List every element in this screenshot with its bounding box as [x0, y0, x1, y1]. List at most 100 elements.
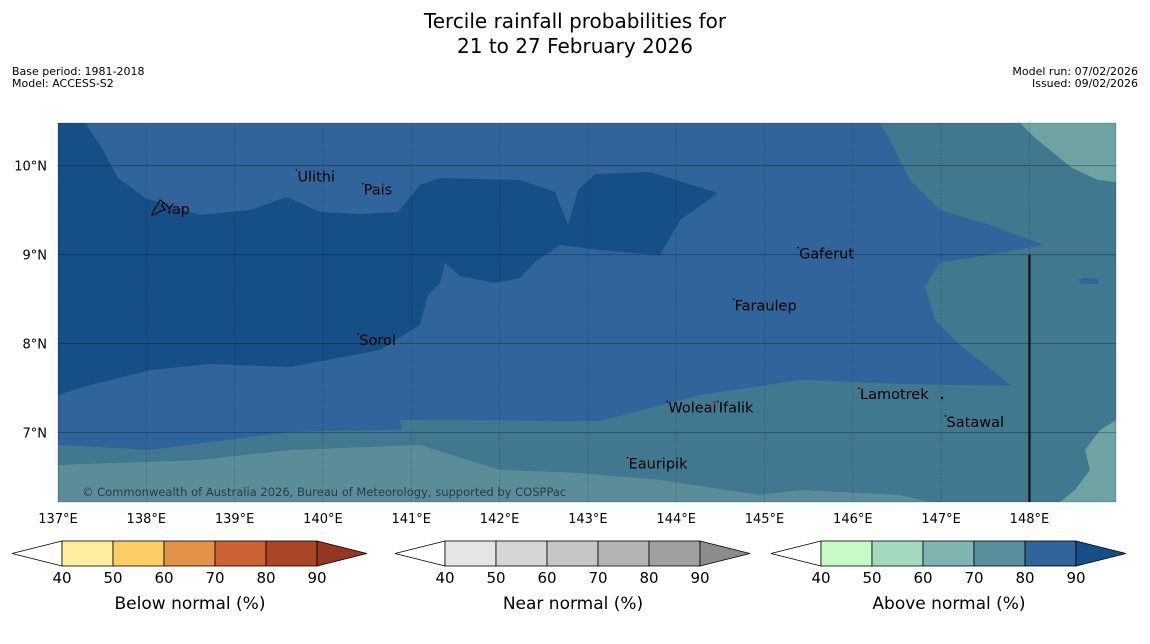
colorbar-tick: 60 — [537, 569, 556, 587]
colorbar-tick: 70 — [964, 569, 983, 587]
shade-50-60-se — [1060, 420, 1116, 502]
place-eauripik: Eauripik — [626, 456, 688, 473]
place-yap: Yap — [163, 202, 190, 218]
colorbar-segment — [163, 540, 216, 567]
place-ulithi: Ulithi — [295, 169, 335, 185]
place-marker — [626, 456, 629, 459]
islet-marker — [940, 396, 944, 400]
colorbar-over-triangle — [316, 540, 368, 567]
place-marker — [295, 169, 298, 172]
colorbar-over-triangle — [1075, 540, 1127, 567]
lon-label-140: 140°E — [303, 512, 343, 527]
place-name: Ifalik — [719, 401, 754, 417]
map-title: Tercile rainfall probabilities for 21 to… — [0, 9, 1150, 59]
lon-label-143: 143°E — [568, 512, 608, 527]
place-name: Pais — [364, 183, 393, 199]
info-left: Base period: 1981-2018 Model: ACCESS-S2 — [12, 66, 144, 90]
colorbar-tick: 40 — [52, 569, 71, 587]
place-name: Satawal — [947, 415, 1004, 431]
place-lamotrek: Lamotrek — [858, 387, 929, 403]
colorbar-tick: 90 — [1066, 569, 1085, 587]
place-marker — [797, 246, 799, 249]
place-name: Eauripik — [629, 457, 688, 473]
place-name: Faraulep — [735, 298, 797, 314]
lon-label-137: 137°E — [38, 512, 78, 527]
colorbar-over-triangle — [699, 540, 751, 567]
lat-label-8: 8°N — [23, 338, 48, 353]
place-ifalik: Ifalik — [716, 400, 754, 417]
colorbar-segment — [597, 540, 650, 567]
lat-label-7: 7°N — [23, 427, 48, 442]
lon-label-144: 144°E — [656, 512, 696, 527]
near-normal-label: Near normal (%) — [502, 594, 644, 614]
probability-shading — [58, 123, 1116, 502]
colorbar-under-triangle — [394, 540, 446, 567]
lon-label-145: 145°E — [745, 512, 785, 527]
longitude-labels: 137°E 138°E 139°E 140°E 141°E 142°E 143°E 144°E… — [38, 512, 1049, 527]
place-name: Lamotrek — [860, 387, 929, 403]
below-normal-label: Below normal (%) — [114, 594, 266, 614]
colorbar-tick: 40 — [435, 569, 454, 587]
place-marker — [361, 182, 364, 185]
place-name: Gaferut — [799, 247, 854, 263]
map-frame — [57, 122, 1117, 503]
colorbar-segment — [871, 540, 924, 567]
colorbar-segment — [61, 540, 114, 567]
above-normal-label: Above normal (%) — [872, 594, 1026, 614]
place-marker — [858, 387, 860, 390]
colorbar-1: 40 50 60 70 80 90 — [394, 540, 751, 587]
shade-80-90 — [58, 123, 718, 395]
yap-island-outline — [150, 199, 167, 216]
place-faraulep: Faraulep — [732, 298, 797, 314]
place-marker — [944, 414, 947, 417]
place-woleai: Woleai — [666, 401, 717, 417]
place-gaferut: Gaferut — [797, 247, 854, 263]
place-marker — [716, 400, 719, 403]
lat-label-10: 10°N — [14, 160, 47, 175]
lon-label-146: 146°E — [833, 512, 873, 527]
colorbar-tick: 60 — [154, 569, 173, 587]
colorbar-2: 40 50 60 70 80 90 — [770, 540, 1127, 587]
place-marker — [732, 298, 735, 301]
place-marker — [163, 202, 165, 205]
colorbar-segment — [648, 540, 701, 567]
issued-date: Issued: 09/02/2026 — [1031, 77, 1138, 90]
colorbar-tick: 80 — [1015, 569, 1034, 587]
colorbar-under-triangle — [770, 540, 822, 567]
colorbar-tick: 40 — [811, 569, 830, 587]
colorbar-tick: 70 — [588, 569, 607, 587]
colorbar-segment — [546, 540, 599, 567]
model-name: Model: ACCESS-S2 — [12, 77, 114, 90]
colorbar-segment — [820, 540, 873, 567]
colorbar-tick: 50 — [862, 569, 881, 587]
colorbar-segment — [444, 540, 497, 567]
place-name: Woleai — [668, 401, 716, 417]
colorbar-segment — [214, 540, 267, 567]
place-sorol: Sorol — [357, 333, 396, 349]
lon-label-148: 148°E — [1010, 512, 1050, 527]
lat-label-9: 9°N — [23, 249, 48, 264]
place-name: Ulithi — [297, 169, 335, 185]
colorbar-tick: 80 — [639, 569, 658, 587]
info-right: Model run: 07/02/2026 Issued: 09/02/2026 — [1012, 66, 1138, 90]
colorbar-tick: 70 — [205, 569, 224, 587]
place-marker — [357, 333, 360, 335]
shade-small-feature — [1078, 278, 1098, 284]
colorbar-segment — [922, 540, 975, 567]
colorbar-tick: 90 — [690, 569, 709, 587]
colorbar-segment — [112, 540, 165, 567]
colorbar-tick: 60 — [913, 569, 932, 587]
copyright-notice: © Commonwealth of Australia 2026, Bureau… — [82, 485, 566, 499]
lon-label-139: 139°E — [215, 512, 255, 527]
lon-label-142: 142°E — [480, 512, 520, 527]
place-pais: Pais — [361, 182, 393, 199]
latitude-labels: 10°N 9°N 8°N 7°N — [14, 160, 47, 442]
shade-50-60-south — [58, 445, 930, 502]
colorbar-tick: 80 — [256, 569, 275, 587]
base-period: Base period: 1981-2018 — [12, 65, 145, 78]
place-name: Yap — [164, 202, 190, 218]
place-name: Sorol — [359, 333, 396, 349]
place-labels: Yap Ulithi Pais Gaferut Faraulep Sorol Lamotre… — [163, 169, 1004, 473]
place-satawal: Satawal — [944, 414, 1004, 431]
